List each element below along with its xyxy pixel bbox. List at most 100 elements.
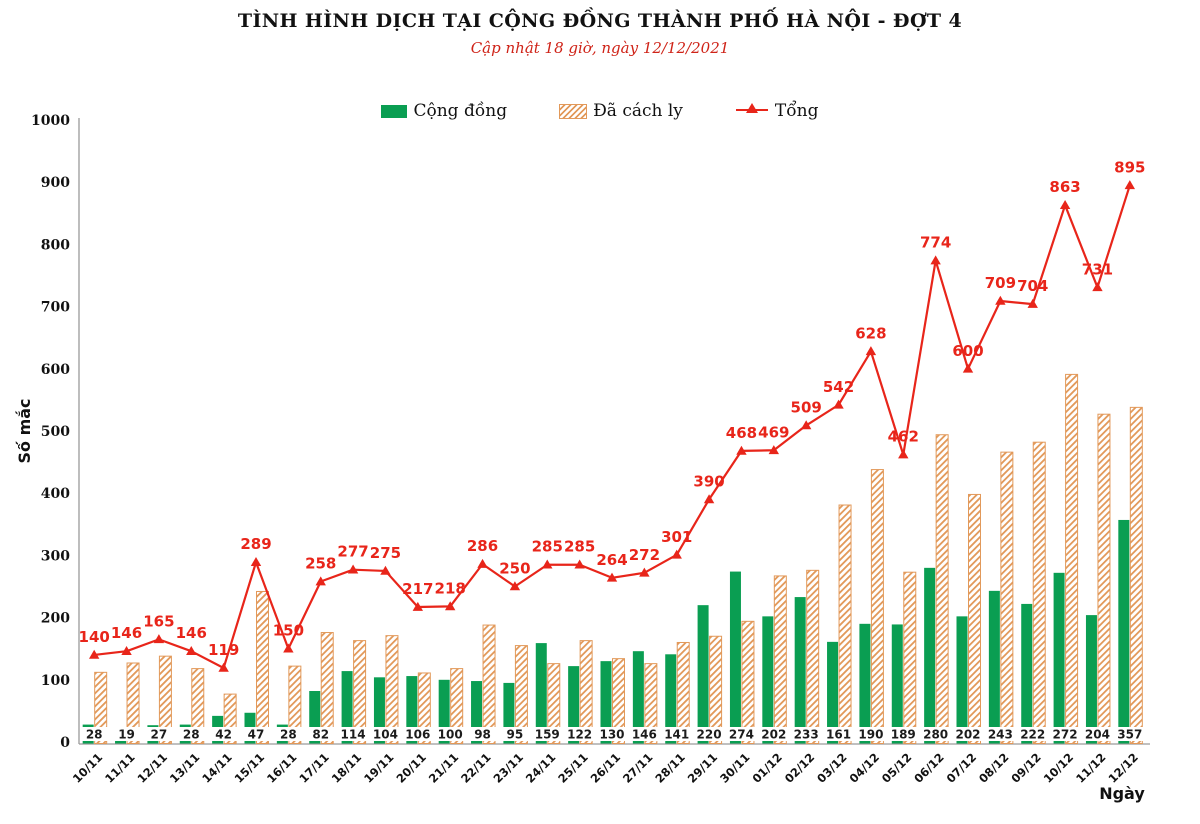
bar-value-label: 130 [599,728,624,742]
total-point-marker [1092,282,1103,292]
total-point-marker [995,295,1006,305]
total-point-marker [1027,298,1038,308]
total-value-label: 275 [370,544,401,562]
bar-value-label: 357 [1117,728,1142,742]
bar-quarantined [288,665,302,745]
community-swatch-icon [381,104,408,118]
x-axis-tick-label: 23/11 [491,750,527,786]
x-axis-tick-label: 26/11 [588,750,624,786]
bar-value-label: 222 [1020,728,1045,742]
total-point-marker [800,420,812,430]
x-axis-tick-label: 13/11 [167,750,203,786]
bar-quarantined [644,663,658,744]
bar-value-label: 28 [183,728,200,742]
bar-value-label: 19 [118,728,135,742]
bar-value-label: 95 [507,728,524,742]
y-axis-tick-label: 100 [41,673,70,689]
total-value-label: 895 [1114,158,1145,176]
bar-value-label-bg [145,727,173,741]
bar-community [568,666,580,744]
bar-community [503,682,515,744]
x-axis-tick-label: 01/12 [749,750,785,786]
bar-quarantined [94,671,108,744]
bar-value-label-bg [113,727,141,741]
x-axis-tick-label: 03/12 [814,750,850,786]
bar-quarantined [1129,406,1143,744]
total-point-marker [250,557,262,567]
bar-value-label-bg [695,727,723,741]
total-value-label: 272 [629,546,660,564]
bar-value-label: 114 [341,728,366,742]
bar-value-label-bg [307,727,335,741]
bar-community [373,677,385,744]
bar-quarantined [385,635,399,744]
bar-value-label: 274 [729,728,754,742]
y-axis-tick-label: 400 [41,486,70,502]
bar-value-label-bg [922,727,950,741]
legend-quarantined-label: Đã cách ly [593,101,683,121]
legend-total-label: Tổng [774,101,819,121]
bar-quarantined [870,469,884,744]
bar-value-label-bg [630,727,658,741]
total-point-marker [1124,180,1136,190]
y-axis-tick-label: 0 [60,735,70,751]
total-point-marker [962,363,974,373]
total-value-label: 264 [596,551,627,569]
bar-community [341,671,353,744]
bar-community [1053,572,1065,744]
total-value-label: 863 [1049,178,1080,196]
total-point-marker [444,601,456,611]
bar-quarantined [256,590,269,745]
bar-value-label: 220 [697,728,722,742]
total-value-label: 600 [952,342,983,360]
bar-community [309,690,321,744]
bar-community [471,681,483,744]
bar-value-label: 233 [794,728,819,742]
bar-value-label-bg [210,727,238,741]
total-point-marker [606,572,618,582]
total-point-marker [380,565,391,575]
total-value-label: 277 [337,543,368,561]
y-axis-tick-label: 1000 [31,113,70,129]
bar-community [988,590,1000,744]
total-point-marker [703,494,715,504]
bar-value-label-bg [80,727,108,741]
bar-value-label-bg [825,727,853,741]
bar-value-label-bg [598,727,626,741]
bar-community [665,654,677,744]
chart-subtitle: Cập nhật 18 giờ, ngày 12/12/2021 [470,39,730,57]
legend-item-total: Tổng [735,101,819,121]
bar-quarantined [320,632,334,745]
x-axis-tick-label: 25/11 [555,750,591,786]
total-value-label: 628 [855,324,886,342]
x-axis-tick-label: 04/12 [847,750,883,786]
bar-quarantined [676,641,690,744]
legend-item-quarantined: Đã cách ly [559,101,683,121]
bar-value-label: 104 [373,728,398,742]
bar-value-label: 280 [923,728,948,742]
bar-quarantined [741,620,755,744]
bar-quarantined [126,662,140,744]
total-point-marker [412,601,424,611]
total-value-label: 709 [985,274,1016,292]
bar-value-label: 106 [405,728,430,742]
total-value-label: 217 [402,580,433,598]
bar-value-label: 202 [761,728,786,742]
bar-community [956,616,968,744]
x-axis-tick-label: 19/11 [361,750,397,786]
total-point-marker [283,643,294,653]
quarantined-swatch-icon [559,103,588,119]
bar-value-label: 189 [891,728,916,742]
y-axis-tick-label: 500 [41,424,70,440]
bar-quarantined [1000,451,1014,744]
bar-value-label: 27 [151,728,168,742]
total-point-marker [509,581,521,591]
total-value-label: 286 [467,537,498,555]
x-axis-tick-label: 07/12 [944,750,980,786]
bar-value-label-bg [1083,727,1111,741]
y-axis-tick-label: 900 [41,175,70,191]
bar-community [794,597,806,744]
y-axis-tick-label: 300 [41,548,70,564]
bar-value-label-bg [1051,727,1079,741]
